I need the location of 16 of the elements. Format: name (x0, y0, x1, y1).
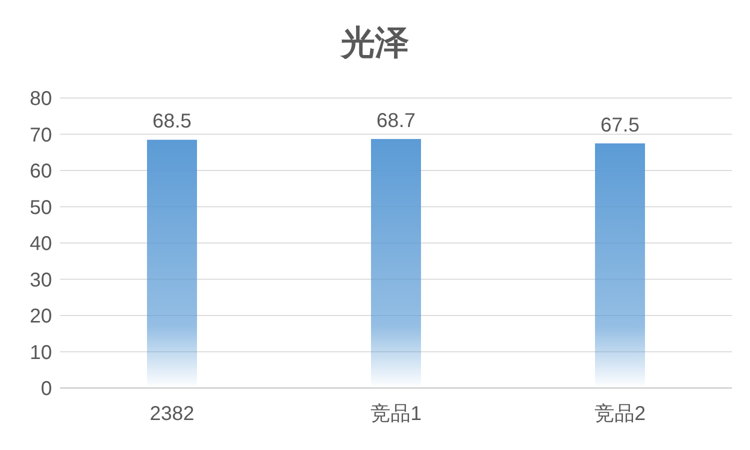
x-tick-label: 竞品2 (594, 403, 646, 426)
data-label: 67.5 (600, 114, 640, 136)
y-tick-label: 40 (30, 233, 52, 256)
y-tick-label: 80 (30, 88, 52, 110)
y-tick-label: 0 (40, 378, 52, 400)
y-tick-label: 10 (30, 342, 52, 364)
y-tick-label: 20 (30, 306, 52, 328)
y-tick-label: 30 (30, 269, 52, 292)
y-tick-label: 70 (30, 124, 52, 146)
y-tick-label: 50 (30, 196, 52, 219)
chart-title: 光泽 (339, 23, 410, 64)
data-label: 68.5 (152, 110, 192, 133)
data-label: 68.7 (376, 110, 416, 132)
y-tick-label: 60 (30, 160, 52, 183)
x-tick-label: 2382 (150, 403, 194, 426)
x-tick-label: 竞品1 (370, 403, 422, 426)
